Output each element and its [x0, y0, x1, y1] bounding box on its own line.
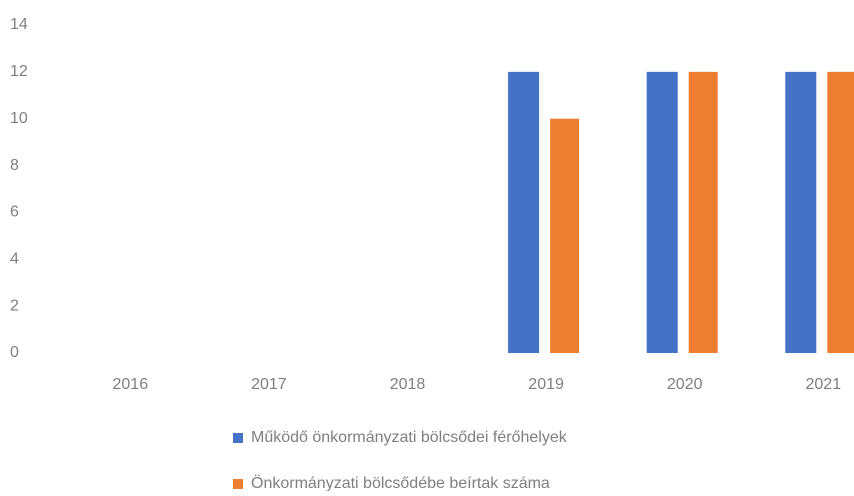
legend-swatch [233, 433, 243, 443]
bar [827, 71, 854, 353]
x-tick-label: 2019 [528, 376, 564, 393]
bar [550, 118, 580, 353]
bar [646, 71, 678, 353]
x-tick-label: 2017 [251, 376, 287, 393]
y-tick-label: 10 [10, 110, 28, 127]
x-tick-label: 2016 [113, 376, 149, 393]
bar [688, 71, 718, 353]
legend-label: Működő önkormányzati bölcsődei férőhelye… [251, 429, 568, 446]
y-tick-label: 4 [10, 251, 19, 268]
x-tick-label: 2020 [667, 376, 703, 393]
y-tick-label: 12 [10, 63, 28, 80]
legend-swatch [233, 479, 243, 489]
legend-label: Önkormányzati bölcsődébe beírtak száma [251, 474, 550, 491]
y-tick-label: 6 [10, 204, 19, 221]
y-tick-label: 0 [10, 344, 19, 361]
x-tick-label: 2018 [390, 376, 426, 393]
y-tick-label: 2 [10, 297, 19, 314]
y-tick-label: 8 [10, 157, 19, 174]
bar [785, 71, 817, 353]
y-tick-label: 14 [10, 16, 28, 33]
bar [508, 71, 540, 353]
x-tick-label: 2021 [806, 376, 842, 393]
